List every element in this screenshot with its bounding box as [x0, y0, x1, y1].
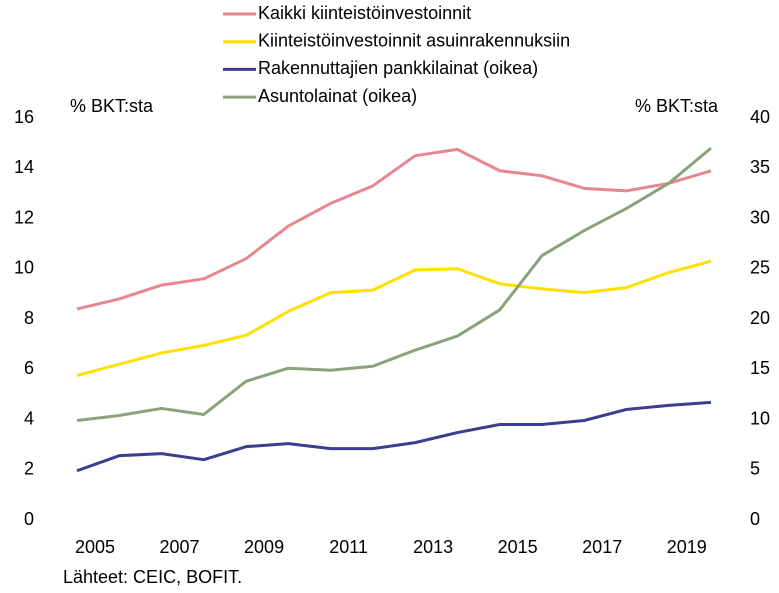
- legend-label: Asuntolainat (oikea): [258, 86, 417, 106]
- line-series: [76, 147, 712, 311]
- y-tick-label: 8: [24, 308, 34, 328]
- y2-tick-label: 30: [750, 207, 770, 227]
- y-tick-label: 14: [14, 157, 34, 177]
- y-tick-label: 0: [24, 509, 34, 529]
- y2-tick-label: 40: [750, 107, 770, 127]
- y2-tick-label: 5: [750, 459, 760, 479]
- y-tick-label: 4: [24, 408, 34, 428]
- y2-tick-label: 15: [750, 358, 770, 378]
- y2-tick-label: 20: [750, 308, 770, 328]
- y-tick-label: 6: [24, 358, 34, 378]
- line-series: [76, 259, 712, 377]
- y-tick-label: 16: [14, 107, 34, 127]
- x-tick-label: 2015: [498, 537, 538, 557]
- line-series: [76, 400, 712, 473]
- y2-axis-label: % BKT:sta: [635, 96, 719, 116]
- y-tick-label: 2: [24, 459, 34, 479]
- legend-label: Kiinteistöinvestoinnit asuinrakennuksiin: [258, 30, 570, 50]
- x-tick-label: 2007: [160, 537, 200, 557]
- y2-tick-label: 25: [750, 258, 770, 278]
- x-tick-label: 2013: [413, 537, 453, 557]
- y2-tick-label: 10: [750, 408, 770, 428]
- line-series: [76, 146, 712, 422]
- y2-tick-label: 35: [750, 157, 770, 177]
- x-tick-label: 2019: [667, 537, 707, 557]
- legend-label: Rakennuttajien pankkilainat (oikea): [258, 58, 538, 78]
- x-tick-label: 2017: [582, 537, 622, 557]
- y2-tick-label: 0: [750, 509, 760, 529]
- y-axis-label: % BKT:sta: [70, 96, 154, 116]
- y-tick-label: 10: [14, 258, 34, 278]
- legend-label: Kaikki kiinteistöinvestoinnit: [258, 3, 471, 23]
- y-tick-label: 12: [14, 207, 34, 227]
- x-tick-label: 2009: [244, 537, 284, 557]
- x-tick-label: 2005: [75, 537, 115, 557]
- source: Lähteet: CEIC, BOFIT.: [63, 567, 242, 587]
- x-tick-label: 2011: [329, 537, 368, 557]
